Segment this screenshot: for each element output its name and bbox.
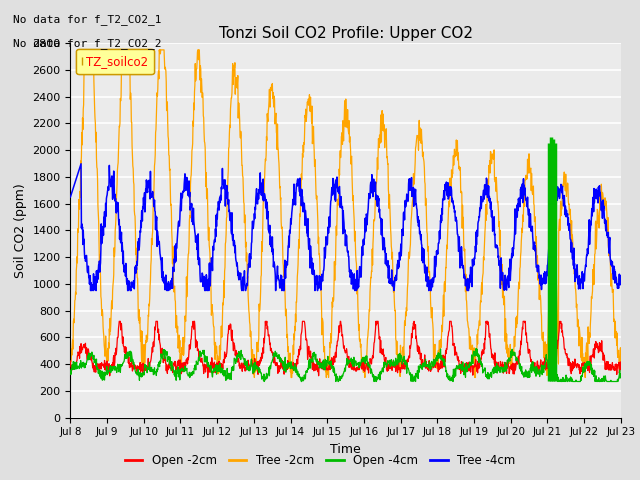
Tree -2cm xyxy=(381,128,388,133)
Tree -2cm xyxy=(82,47,90,53)
Open -4cm xyxy=(322,360,330,366)
Open -2cm xyxy=(204,375,212,381)
Open -2cm xyxy=(109,364,117,370)
Tree -2cm xyxy=(109,278,117,284)
Tree -2cm xyxy=(301,127,308,132)
Open -4cm xyxy=(132,369,140,374)
Line: Open -2cm: Open -2cm xyxy=(70,321,621,378)
Open -4cm xyxy=(300,372,308,378)
Tree -2cm xyxy=(250,374,258,380)
Text: No data for f_T2_CO2_2: No data for f_T2_CO2_2 xyxy=(13,38,161,49)
Tree -2cm xyxy=(322,362,330,368)
Open -2cm xyxy=(617,367,625,372)
Tree -4cm xyxy=(110,168,118,174)
Y-axis label: Soil CO2 (ppm): Soil CO2 (ppm) xyxy=(14,183,27,278)
Open -2cm xyxy=(132,366,140,372)
Open -2cm xyxy=(115,318,123,324)
Legend: Open -2cm, Tree -2cm, Open -4cm, Tree -4cm: Open -2cm, Tree -2cm, Open -4cm, Tree -4… xyxy=(120,449,520,472)
Open -4cm xyxy=(312,351,319,357)
Tree -4cm xyxy=(301,206,308,212)
Open -2cm xyxy=(67,358,74,364)
Line: Tree -4cm: Tree -4cm xyxy=(70,164,621,290)
Text: No data for f_T2_CO2_1: No data for f_T2_CO2_1 xyxy=(13,14,161,25)
Tree -4cm xyxy=(381,237,388,243)
Open -4cm xyxy=(472,346,480,351)
Open -2cm xyxy=(381,357,388,363)
Open -4cm xyxy=(109,364,117,370)
Tree -4cm xyxy=(132,263,140,268)
Open -4cm xyxy=(617,371,625,376)
Open -2cm xyxy=(301,320,308,325)
Open -2cm xyxy=(312,362,320,368)
Open -4cm xyxy=(380,359,388,365)
Tree -2cm xyxy=(617,364,625,370)
Open -2cm xyxy=(322,359,330,365)
Tree -2cm xyxy=(312,192,320,198)
Tree -4cm xyxy=(312,275,320,280)
Open -4cm xyxy=(67,368,74,373)
Tree -4cm xyxy=(67,194,74,200)
Line: Open -4cm: Open -4cm xyxy=(70,348,621,382)
Tree -2cm xyxy=(67,344,74,349)
X-axis label: Time: Time xyxy=(330,443,361,456)
Tree -4cm xyxy=(77,161,85,167)
Tree -2cm xyxy=(132,252,140,257)
Title: Tonzi Soil CO2 Profile: Upper CO2: Tonzi Soil CO2 Profile: Upper CO2 xyxy=(219,25,472,41)
Open -4cm xyxy=(298,379,305,384)
Tree -4cm xyxy=(322,234,330,240)
Line: Tree -2cm: Tree -2cm xyxy=(70,50,621,377)
Tree -4cm xyxy=(87,288,95,293)
Legend: TZ_soilco2: TZ_soilco2 xyxy=(76,49,154,74)
Tree -4cm xyxy=(617,273,625,278)
